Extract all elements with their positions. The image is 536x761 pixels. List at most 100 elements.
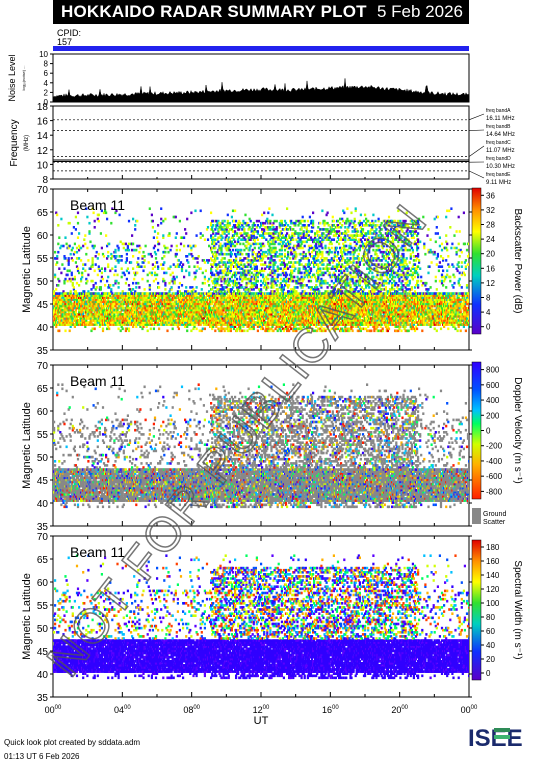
lat-tick-label: 65 xyxy=(37,384,49,395)
colorbar-tick-label: -400 xyxy=(486,457,503,466)
colorbar-tick-label: 8 xyxy=(486,294,491,303)
lat-tick-label: 70 xyxy=(37,185,49,196)
colorbar-tick-label: 0 xyxy=(486,427,491,436)
colorbar-label: Spectral Width (m s⁻¹) xyxy=(512,560,523,659)
lat-tick-label: 50 xyxy=(37,624,49,635)
noise-ytick-label: 6 xyxy=(44,69,49,78)
lat-tick-label: 50 xyxy=(37,277,49,288)
lat-tick-label: 65 xyxy=(37,208,49,219)
colorbar-tick-label: 800 xyxy=(486,366,500,375)
ground-scatter-label: Scatter xyxy=(483,519,506,526)
noise-ytick-label: 10 xyxy=(39,50,48,59)
lat-tick-label: 55 xyxy=(37,601,49,612)
lat-tick-label: 50 xyxy=(37,453,49,464)
freq-band-value: 10.30 MHz xyxy=(486,164,515,170)
time-tick-label: 0000 xyxy=(461,705,478,715)
colorbar-tick-label: 16 xyxy=(486,264,495,273)
freq-ytick-label: 18 xyxy=(37,102,49,113)
freq-ytick-label: 16 xyxy=(37,117,49,128)
time-tick-label: 0400 xyxy=(114,705,131,715)
colorbar-tick-label: 24 xyxy=(486,235,495,244)
time-tick-label: 1600 xyxy=(322,705,339,715)
lat-tick-label: 45 xyxy=(37,300,49,311)
freq-ytick-label: 14 xyxy=(37,131,49,142)
time-tick-label: 2000 xyxy=(391,705,408,715)
lat-tick-label: 40 xyxy=(37,670,49,681)
cpid-bar xyxy=(53,46,469,51)
colorbar-tick-label: -600 xyxy=(486,472,503,481)
colorbar xyxy=(471,361,482,500)
beam-label: Beam 11 xyxy=(70,197,125,213)
freq-ytick-label: 8 xyxy=(42,175,48,186)
lat-tick-label: 55 xyxy=(37,430,49,441)
colorbar-tick-label: -200 xyxy=(486,442,503,451)
colorbar-tick-label: 160 xyxy=(486,557,500,566)
colorbar-tick-label: 12 xyxy=(486,279,495,288)
colorbar-tick-label: 120 xyxy=(486,585,500,594)
lat-tick-label: 60 xyxy=(37,578,49,589)
colorbar xyxy=(471,187,482,335)
colorbar-tick-label: 4 xyxy=(486,308,491,317)
freq-band-value: 9.11 MHz xyxy=(486,180,511,186)
freq-band-value: 11.07 MHz xyxy=(486,148,515,154)
frequency-panel: 8 10 12 14 16 18 Frequency (MHz) freq bandA 16… xyxy=(9,102,515,186)
colorbar-tick-label: 0 xyxy=(486,669,491,678)
data-field xyxy=(53,207,469,333)
colorbar-tick-label: 180 xyxy=(486,543,500,552)
freq-band-pointer xyxy=(468,113,485,121)
panel-ylabel: Magnetic Latitude xyxy=(21,402,33,489)
colorbar-tick-label: 36 xyxy=(486,191,495,200)
freq-frame xyxy=(52,105,470,180)
colorbar-tick-label: 100 xyxy=(486,599,500,608)
colorbar-tick-label: 140 xyxy=(486,571,500,580)
freq-yunit: (MHz) xyxy=(24,135,30,151)
colorbar-tick-label: 32 xyxy=(486,206,495,215)
data-field xyxy=(53,554,469,680)
noise-ytick-label: 2 xyxy=(44,88,49,97)
lat-tick-label: 40 xyxy=(37,323,49,334)
colorbar-tick-label: 80 xyxy=(486,613,495,622)
lat-tick-label: 60 xyxy=(37,231,49,242)
time-tick-label: 1200 xyxy=(253,705,270,715)
lat-tick-label: 65 xyxy=(37,555,49,566)
noise-ytick-label: 8 xyxy=(44,60,49,69)
colorbar-tick-label: 28 xyxy=(486,221,495,230)
data-field xyxy=(53,383,469,509)
colorbar-tick-label: 60 xyxy=(486,627,495,636)
width-panel: 35 40 45 50 55 60 65 70 Magnetic Latitude Beam 11… xyxy=(21,532,523,704)
lat-tick-label: 45 xyxy=(37,647,49,658)
lat-tick-label: 70 xyxy=(37,532,49,543)
lat-tick-label: 45 xyxy=(37,476,49,487)
colorbar-tick-label: 20 xyxy=(486,655,495,664)
time-tick-label: 0000 xyxy=(45,705,62,715)
lat-tick-label: 70 xyxy=(37,361,49,372)
footer-timestamp: 01:13 UT 6 Feb 2026 xyxy=(4,752,79,761)
freq-band-name: freq bandD xyxy=(486,156,511,162)
title-bar: HOKKAIDO RADAR SUMMARY PLOT 5 Feb 2026 xyxy=(53,0,469,24)
freq-band-name: freq bandA xyxy=(486,108,511,114)
freq-band-value: 16.11 MHz xyxy=(486,116,515,122)
colorbar-tick-label: 40 xyxy=(486,641,495,650)
noise-ytick-label: 0 xyxy=(44,98,49,107)
footer-created: Quick look plot created by sddata.adm xyxy=(4,738,140,747)
colorbar-tick-label: 600 xyxy=(486,381,500,390)
beam-label: Beam 11 xyxy=(70,373,125,389)
isee-logo-icon: ISEE xyxy=(468,725,523,752)
plot-title: HOKKAIDO RADAR SUMMARY PLOT xyxy=(61,2,367,22)
lat-tick-label: 40 xyxy=(37,499,49,510)
colorbar xyxy=(471,539,482,681)
noise-area xyxy=(52,78,470,103)
lat-tick-label: 35 xyxy=(37,693,49,704)
freq-ytick-label: 12 xyxy=(37,146,49,157)
panel-ylabel: Magnetic Latitude xyxy=(21,573,33,660)
colorbar-label: Backscatter Power (dB) xyxy=(512,208,523,313)
freq-band-name: freq bandB xyxy=(486,124,511,130)
noise-ylabel: Noise Level xyxy=(7,54,17,101)
colorbar-tick-label: 20 xyxy=(486,250,495,259)
panel-ylabel: Magnetic Latitude xyxy=(21,226,33,313)
freq-band-pointer xyxy=(468,170,485,179)
ground-scatter-swatch xyxy=(472,508,481,524)
freq-band-name: freq bandE xyxy=(486,172,511,178)
cpid-label: CPID: xyxy=(57,28,81,38)
